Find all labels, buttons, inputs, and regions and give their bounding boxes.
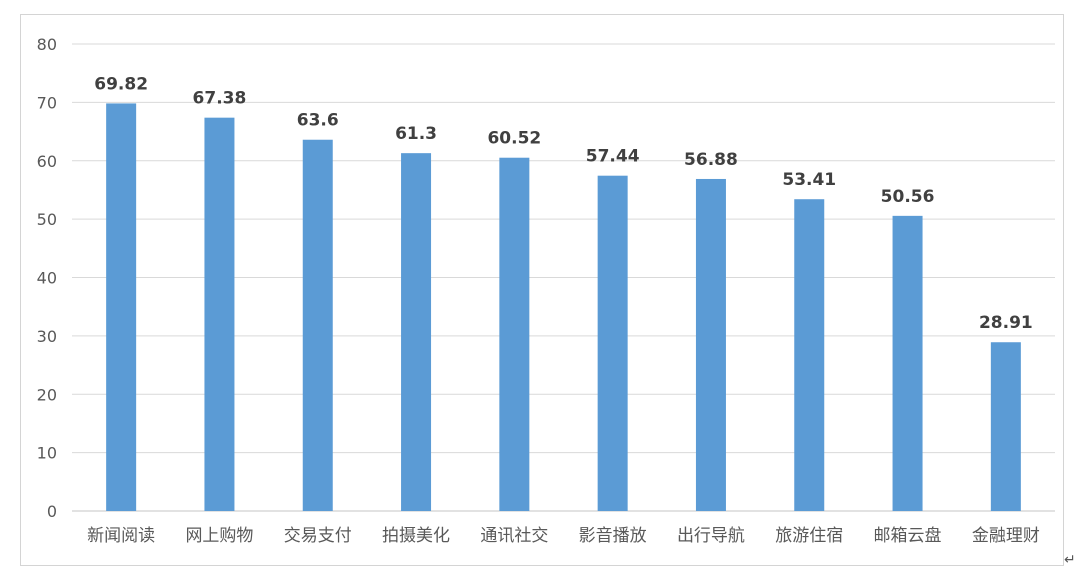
bars [106, 103, 1021, 512]
x-category-label: 邮箱云盘 [874, 526, 942, 546]
data-label: 28.91 [979, 313, 1033, 333]
bar [794, 199, 825, 512]
x-category-label: 影音播放 [579, 526, 647, 546]
y-tick-label: 80 [37, 35, 57, 54]
x-category-label: 拍摄美化 [382, 526, 450, 546]
data-labels: 69.82 67.38 63.6 61.3 60.52 57.44 56.88 53.41 50… [94, 74, 1032, 333]
bar [401, 153, 432, 511]
y-axis-tick-labels: 0 10 20 30 40 50 60 70 80 [37, 35, 57, 521]
data-label: 50.56 [881, 187, 935, 207]
x-category-label: 出行导航 [677, 526, 745, 546]
y-tick-label: 40 [37, 269, 57, 288]
y-tick-label: 30 [37, 327, 57, 346]
grid-lines [72, 43, 1055, 512]
y-tick-label: 50 [37, 210, 57, 229]
bar [499, 157, 530, 512]
y-tick-label: 60 [37, 152, 57, 171]
data-label: 53.41 [782, 170, 836, 190]
data-label: 67.38 [193, 89, 247, 109]
bar [990, 342, 1021, 511]
data-label: 56.88 [684, 150, 738, 170]
data-label: 69.82 [94, 74, 148, 94]
data-label: 61.3 [395, 124, 437, 144]
y-tick-label: 0 [47, 502, 57, 521]
bar [204, 117, 235, 511]
return-mark: ↵ [1064, 552, 1076, 568]
y-tick-label: 70 [37, 93, 57, 112]
x-category-label: 通讯社交 [480, 526, 548, 546]
data-label: 60.52 [487, 129, 541, 149]
bar [106, 103, 137, 511]
bar [695, 178, 726, 511]
data-label: 63.6 [297, 111, 339, 131]
x-category-label: 新闻阅读 [87, 526, 155, 546]
x-category-label: 交易支付 [284, 526, 352, 546]
chart-frame [20, 14, 1064, 566]
x-category-label: 金融理财 [972, 526, 1040, 546]
y-tick-label: 20 [37, 385, 57, 404]
bar [597, 175, 628, 511]
bar [302, 139, 333, 512]
y-tick-label: 10 [37, 444, 57, 463]
data-label: 57.44 [586, 147, 640, 167]
x-axis-category-labels: 新闻阅读 网上购物 交易支付 拍摄美化 通讯社交 影音播放 出行导航 旅游住宿 邮箱云盘 金融理财 [87, 526, 1040, 546]
x-category-label: 网上购物 [185, 526, 253, 546]
x-category-label: 旅游住宿 [775, 526, 843, 546]
bar [892, 215, 923, 511]
